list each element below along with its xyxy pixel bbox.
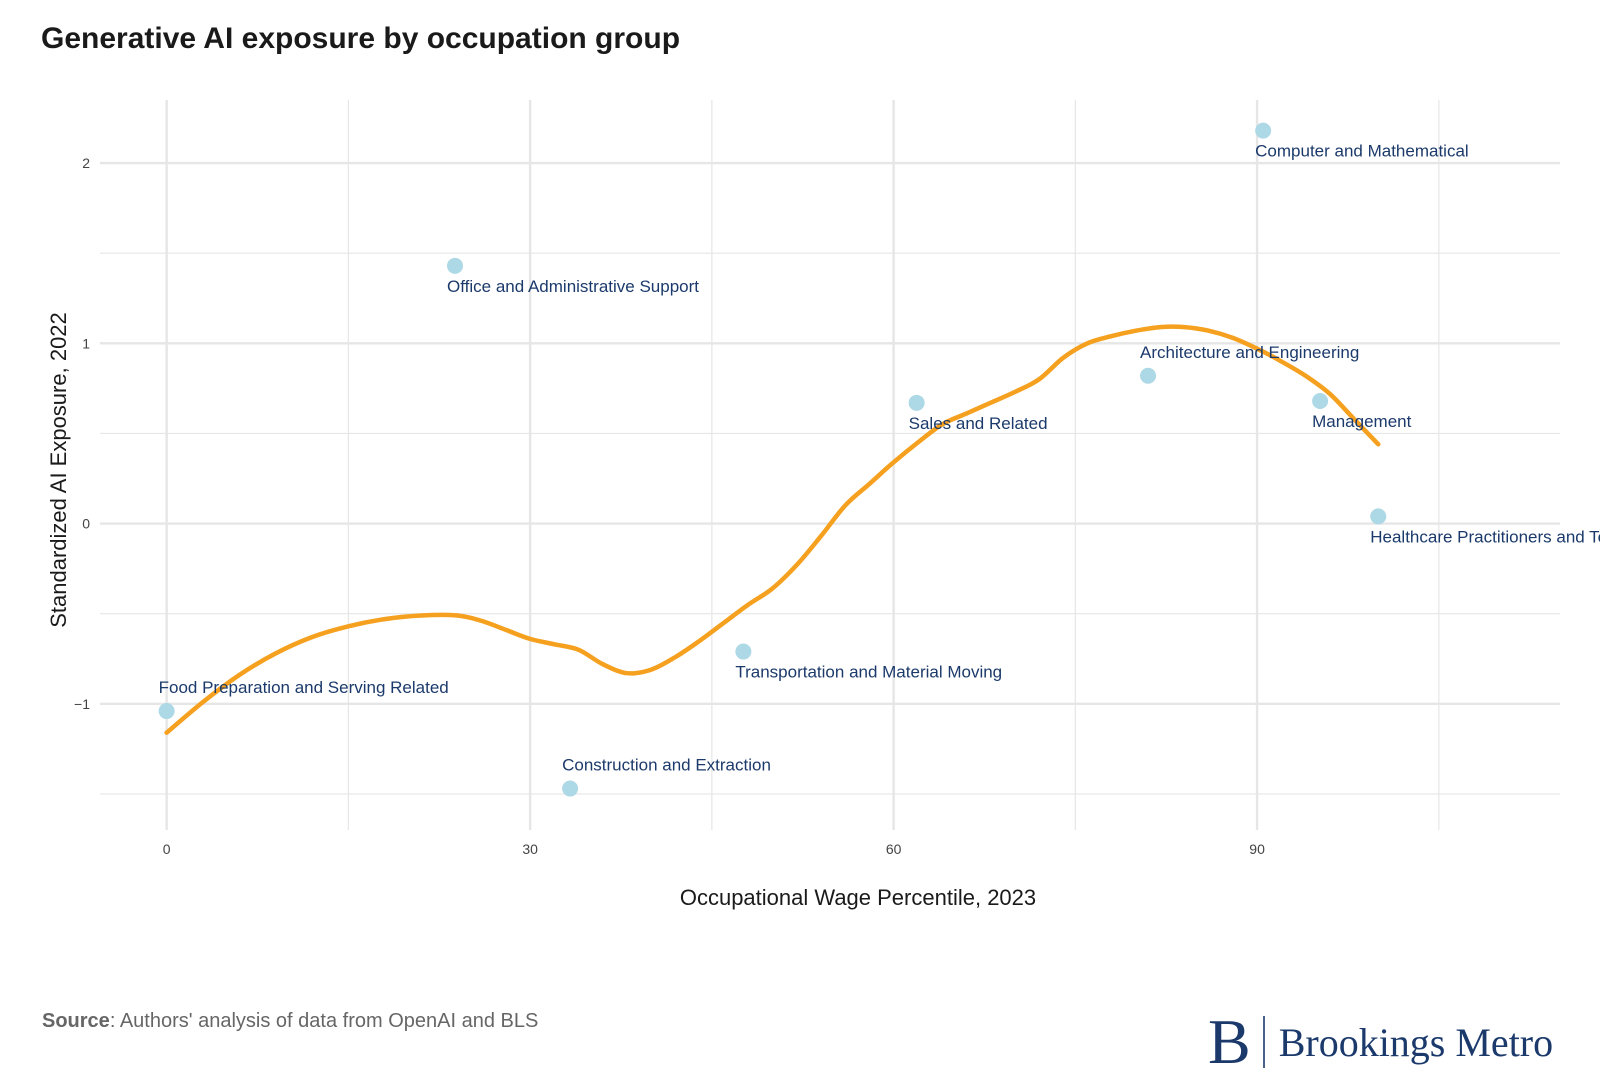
data-points bbox=[158, 122, 1387, 797]
trend-line bbox=[164, 324, 1381, 735]
data-point bbox=[1140, 367, 1157, 384]
brookings-metro-logo: B Brookings Metro bbox=[1208, 1010, 1553, 1074]
point-label: Management bbox=[1312, 412, 1412, 431]
major-gridlines bbox=[100, 100, 1560, 830]
x-tick-label: 90 bbox=[1249, 841, 1265, 857]
point-label: Computer and Mathematical bbox=[1255, 142, 1469, 161]
y-tick-label: 2 bbox=[82, 155, 90, 171]
point-label: Office and Administrative Support bbox=[447, 277, 699, 296]
point-label: Healthcare Practitioners and Technical bbox=[1370, 527, 1600, 546]
point-labels: Food Preparation and Serving Related Offi… bbox=[159, 142, 1600, 775]
data-point bbox=[1255, 122, 1272, 139]
data-point bbox=[1370, 508, 1387, 525]
point-label: Construction and Extraction bbox=[562, 756, 771, 775]
y-axis-label: Standardized AI Exposure, 2022 bbox=[46, 312, 71, 628]
scatter-chart: 0 30 60 90 −1 0 1 2 Food Preparation and Servin… bbox=[46, 100, 1600, 910]
data-point bbox=[447, 257, 464, 274]
tick-labels: 0 30 60 90 −1 0 1 2 bbox=[74, 155, 1265, 857]
x-axis-label: Occupational Wage Percentile, 2023 bbox=[680, 885, 1036, 910]
minor-gridlines bbox=[100, 100, 1560, 830]
y-tick-label: 1 bbox=[82, 335, 90, 351]
point-label: Transportation and Material Moving bbox=[735, 663, 1002, 682]
point-label: Architecture and Engineering bbox=[1140, 343, 1359, 362]
data-point bbox=[1312, 393, 1329, 410]
data-point bbox=[908, 394, 925, 411]
x-tick-label: 30 bbox=[522, 841, 538, 857]
logo-mark: B bbox=[1208, 1006, 1251, 1077]
source-label: Source bbox=[42, 1010, 110, 1032]
logo-text: Brookings Metro bbox=[1278, 1019, 1554, 1065]
x-tick-label: 60 bbox=[886, 841, 902, 857]
source-note: Source: Authors' analysis of data from O… bbox=[42, 1010, 538, 1033]
data-point bbox=[562, 780, 579, 797]
logo-divider bbox=[1262, 1016, 1265, 1068]
y-tick-label: 0 bbox=[82, 516, 90, 532]
point-label: Sales and Related bbox=[909, 414, 1048, 433]
point-label: Food Preparation and Serving Related bbox=[159, 678, 449, 697]
data-point bbox=[735, 643, 752, 660]
source-text: : Authors' analysis of data from OpenAI … bbox=[109, 1010, 539, 1032]
chart-title: Generative AI exposure by occupation gro… bbox=[41, 22, 681, 55]
data-point bbox=[158, 703, 175, 720]
y-tick-label: −1 bbox=[74, 696, 90, 712]
x-tick-label: 0 bbox=[163, 841, 171, 857]
